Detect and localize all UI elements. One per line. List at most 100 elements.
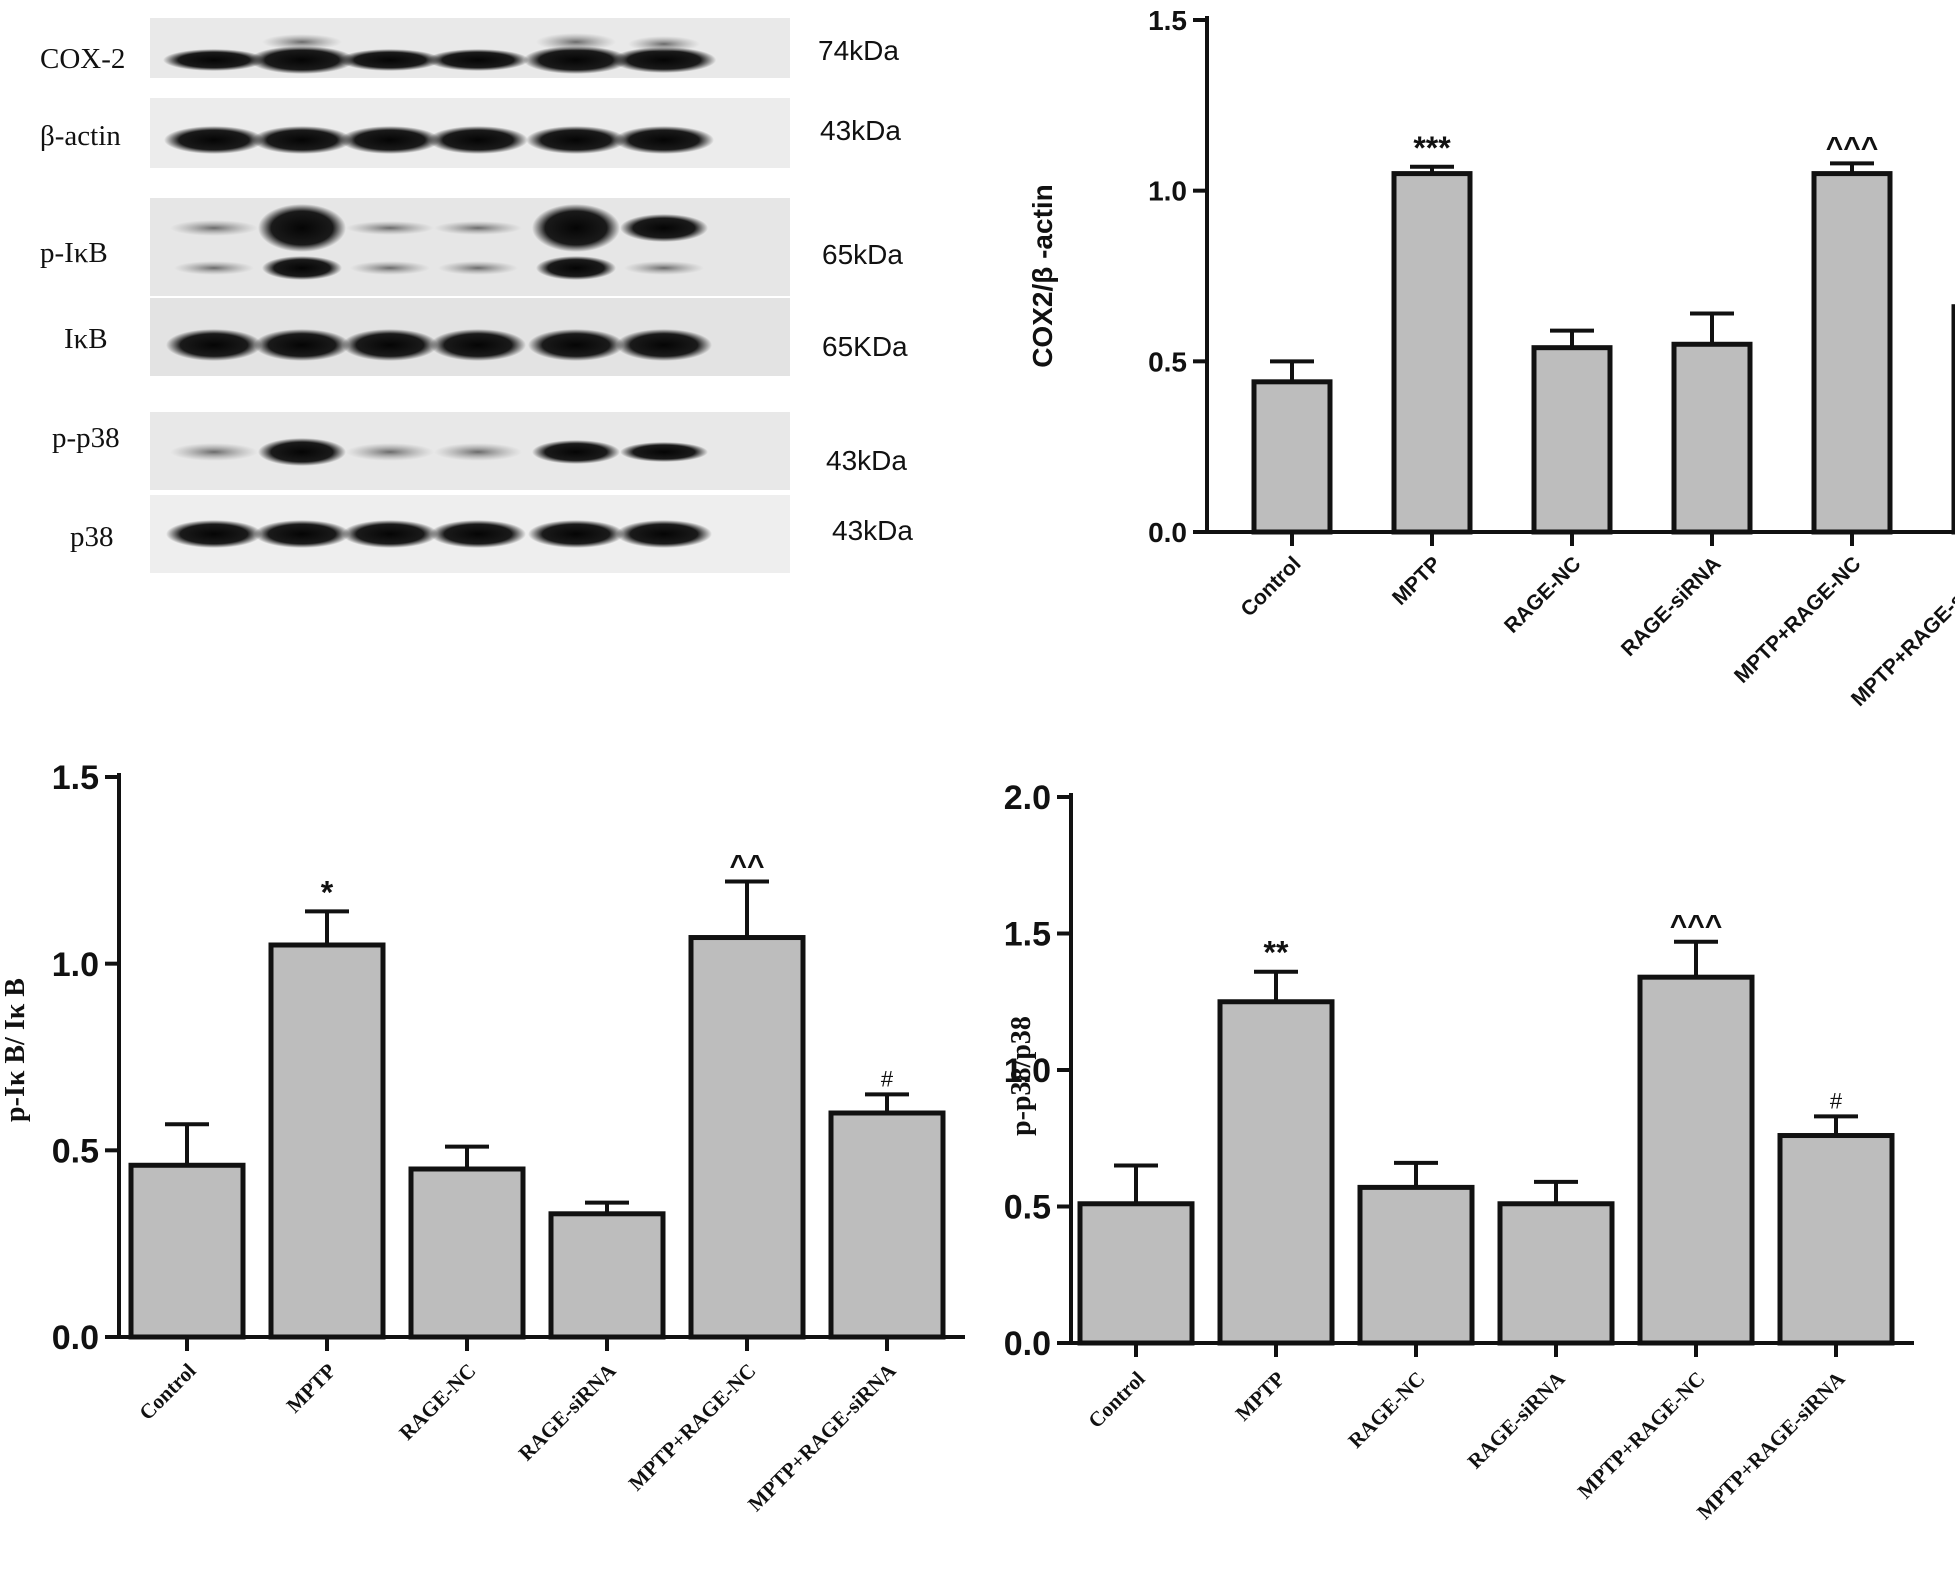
significance-annotation: # (1830, 1088, 1843, 1113)
x-tick-label: Control (1083, 1366, 1149, 1432)
blot-band (339, 49, 441, 71)
x-tick-label: RAGE-NC (1343, 1367, 1429, 1453)
x-tick-label: MPTP+RAGE-siRNA (743, 1358, 901, 1516)
x-tick-label: Control (134, 1358, 200, 1424)
y-tick-label: 0.0 (1004, 1325, 1051, 1363)
blot-band (526, 126, 626, 154)
blot-band (434, 221, 522, 235)
blot-band (532, 440, 620, 464)
x-tick-label: Control (1236, 552, 1305, 621)
blot-band (346, 443, 434, 461)
blot-band (252, 126, 352, 154)
significance-annotation: ^^^ (1826, 131, 1879, 164)
y-tick-label: 1.5 (1004, 916, 1051, 954)
blot-band (616, 520, 712, 548)
blot-band (254, 329, 350, 361)
bar-control (1251, 379, 1333, 535)
blot-band (258, 204, 346, 252)
y-tick-label: 1.0 (1148, 176, 1187, 207)
x-tick-label: MPTP+RAGE-NC (624, 1359, 761, 1496)
blot-band (438, 261, 518, 275)
x-tick-label: RAGE-NC (394, 1359, 480, 1445)
x-tick-label: MPTP (1388, 552, 1446, 610)
y-tick-label: 0.5 (52, 1133, 99, 1171)
blot-band (262, 34, 342, 50)
bar-rage-nc (1531, 345, 1613, 535)
blot-band (340, 126, 440, 154)
blot-size-p-ikb: 65kDa (822, 239, 903, 270)
y-tick-label: 0.5 (1004, 1189, 1051, 1227)
y-tick-label: 1.5 (1148, 5, 1187, 36)
blot-band (536, 33, 616, 51)
x-tick-label: MPTP+RAGE-siRNA (1692, 1366, 1850, 1524)
blot-size-p38: 43kDa (832, 515, 913, 546)
significance-annotation: ^^ (729, 850, 764, 883)
blot-band (528, 520, 624, 548)
y-axis-label: COX2/β -actin (1027, 184, 1058, 368)
blot-label-cox2: COX-2 (40, 43, 125, 75)
blot-band (166, 520, 262, 548)
x-tick-label: MPTP+RAGE-NC (1573, 1367, 1710, 1504)
y-tick-label: 1.5 (52, 759, 99, 797)
blot-band (536, 256, 616, 280)
bar-rage-sirna (548, 1211, 666, 1340)
blot-label-p-p38: p-p38 (52, 422, 120, 454)
bar-mptp (1391, 171, 1473, 535)
blot-band (532, 204, 620, 252)
blot-band (430, 520, 526, 548)
blot-band (163, 49, 265, 71)
significance-annotation: # (881, 1066, 894, 1091)
blot-band (262, 256, 342, 280)
blot-bands (163, 33, 717, 548)
y-tick-label: 0.0 (1148, 517, 1187, 548)
blot-label-p38: p38 (70, 521, 114, 553)
blot-band (342, 329, 438, 361)
y-tick-label: 2.0 (1004, 779, 1051, 817)
blot-band (523, 46, 629, 74)
blot-band (174, 261, 254, 275)
y-tick-label: 0.0 (52, 1319, 99, 1357)
bar-mptp (1217, 999, 1335, 1346)
y-tick-label: 0.5 (1148, 346, 1187, 377)
bar-rage-sirna (1671, 341, 1753, 535)
blot-size-beta-actin: 43kDa (820, 115, 901, 146)
blot-band (342, 520, 438, 548)
blot-band (528, 329, 624, 361)
significance-annotation: ** (1264, 935, 1289, 971)
blot-band (628, 36, 700, 52)
blot-band (428, 126, 528, 154)
blot-size-cox2: 74kDa (818, 35, 899, 66)
bar-rage-nc (408, 1166, 526, 1340)
blot-strips (150, 18, 790, 573)
blot-label-beta-actin: β-actin (40, 120, 121, 152)
bar-rage-sirna (1497, 1201, 1615, 1346)
bar-mptp (268, 942, 386, 1340)
y-axis-label: p-Iκ B/ Iκ B (0, 978, 31, 1122)
bar-control (1077, 1201, 1195, 1346)
blot-band (170, 220, 258, 236)
blot-band (430, 329, 526, 361)
y-tick-label: 1.0 (52, 946, 99, 984)
bar-mptp-rage-sirna (828, 1110, 946, 1340)
blot-strip (150, 198, 790, 296)
blot-band (164, 126, 264, 154)
significance-annotation: * (321, 874, 334, 910)
y-axis-label: p-p38/p38 (1006, 1016, 1037, 1136)
y-tick-label: 1.0 (1004, 1052, 1051, 1090)
bar-rage-nc (1357, 1184, 1475, 1346)
blot-band (624, 261, 704, 275)
blot-band (170, 443, 258, 461)
x-tick-label: MPTP+RAGE-siRNA (1847, 552, 1955, 711)
blot-size-p-p38: 43kDa (826, 445, 907, 476)
x-tick-label: RAGE-siRNA (1617, 552, 1726, 661)
blot-band (620, 214, 708, 242)
blot-band (427, 49, 529, 71)
x-tick-label: MPTP (1231, 1366, 1290, 1425)
western-blot-panel: COX-2 β-actin p-IκB IκB p-p38 p38 74kDa … (40, 18, 913, 573)
significance-annotation: ^^^ (1670, 910, 1723, 943)
bar-mptp-rage-nc (1637, 974, 1755, 1346)
blot-label-ikb: IκB (64, 323, 108, 355)
blot-size-ikb: 65KDa (822, 331, 908, 362)
blot-band (350, 261, 430, 275)
blot-band (258, 438, 346, 466)
